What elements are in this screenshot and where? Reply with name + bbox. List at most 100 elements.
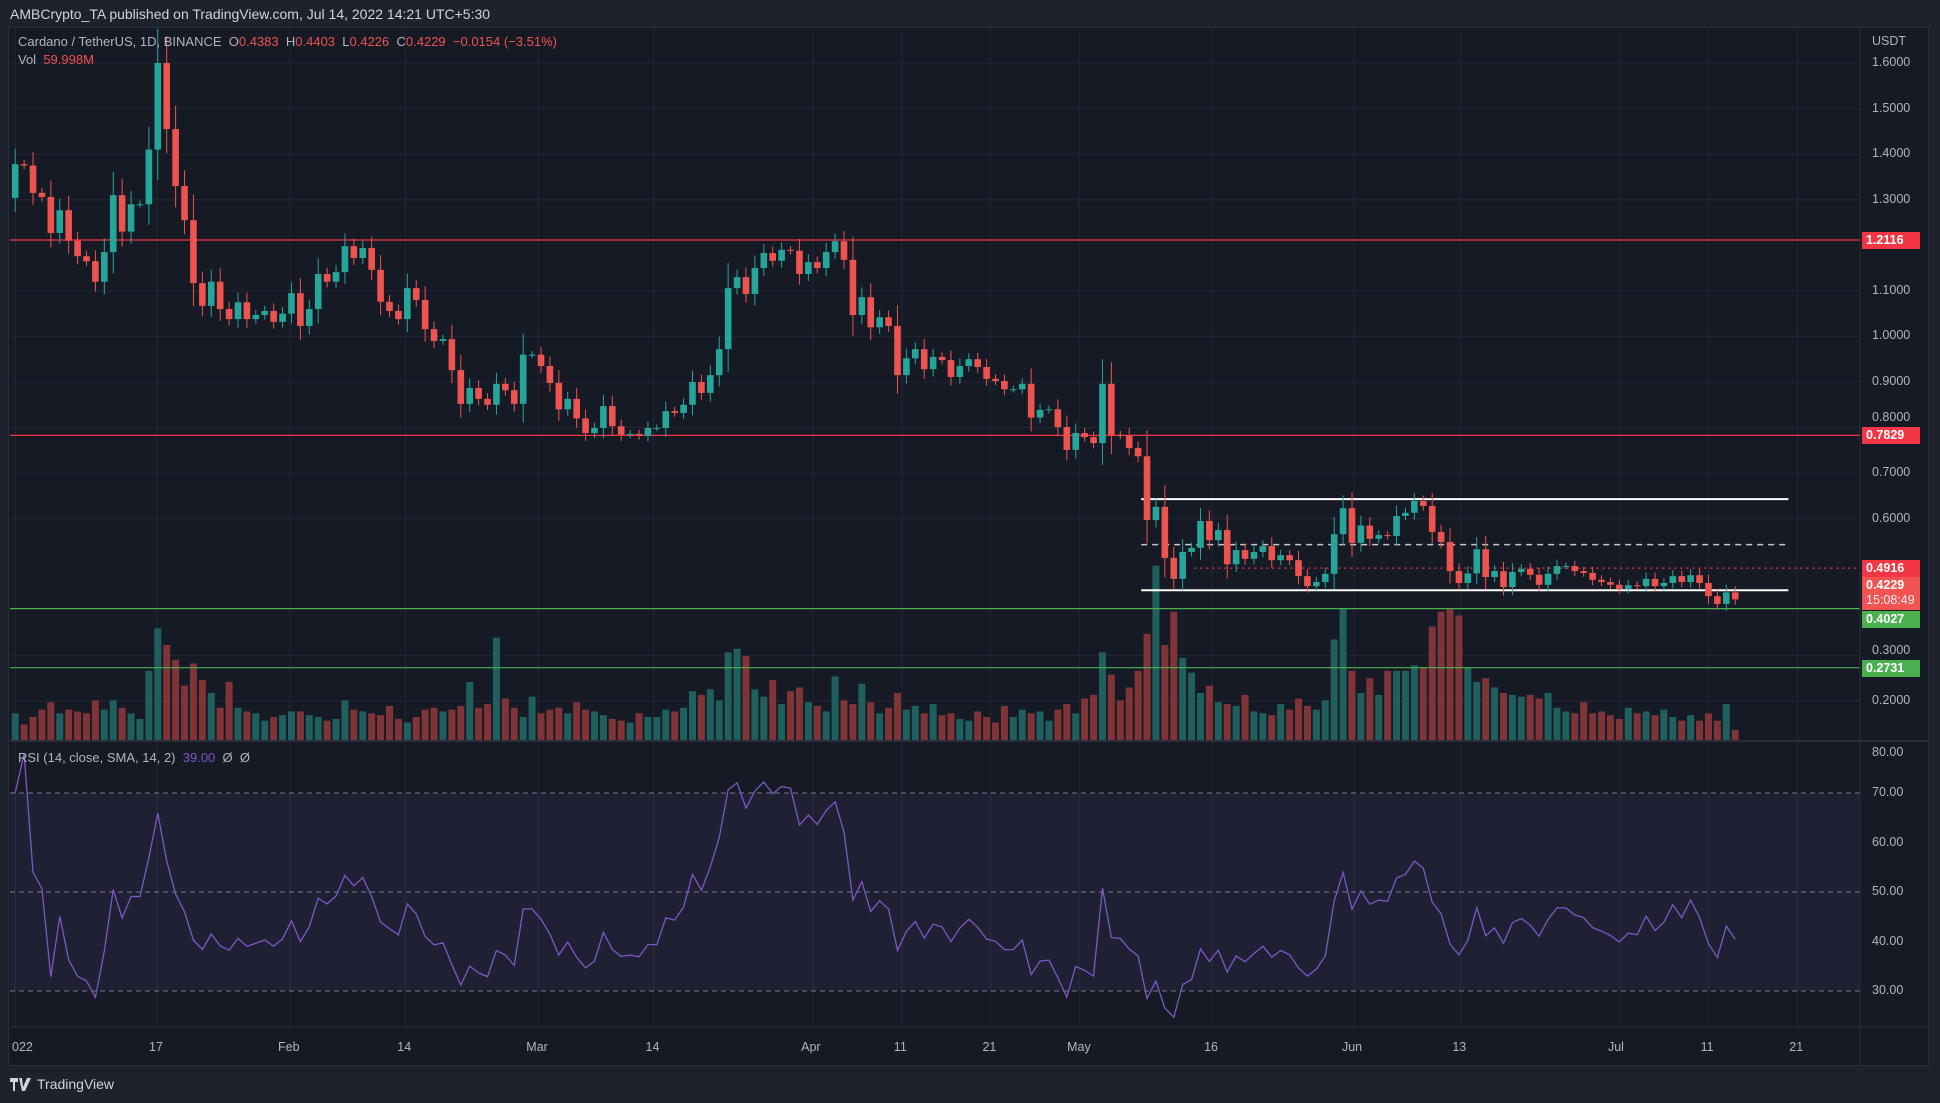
volume-bar — [279, 715, 287, 741]
volume-bar — [368, 713, 376, 741]
rsi-pane — [10, 753, 1860, 1019]
candle — [74, 231, 81, 265]
candle-body — [1419, 500, 1427, 506]
volume-bar — [216, 707, 224, 741]
price-tick-label: 0.6000 — [1872, 510, 1911, 525]
candle-body — [1045, 409, 1053, 411]
candle-body — [742, 277, 750, 295]
candle-body — [368, 248, 375, 270]
candle-body — [528, 354, 536, 356]
candle — [386, 294, 393, 318]
volume-bar — [706, 689, 714, 741]
candle — [1660, 578, 1668, 591]
candle — [528, 351, 536, 358]
candle-body — [118, 195, 126, 232]
candle — [849, 236, 857, 336]
candle-body — [653, 428, 661, 430]
volume-bar — [1731, 729, 1739, 741]
volume-bar — [305, 715, 313, 741]
candle-body — [288, 293, 295, 314]
tradingview-logo[interactable]: TradingView — [10, 1076, 114, 1092]
candle-body — [386, 301, 393, 311]
volume-bar — [1517, 696, 1525, 741]
candle-body — [234, 302, 242, 320]
candle-body — [938, 356, 946, 361]
volume-bar — [145, 670, 153, 741]
candle — [822, 242, 830, 277]
volume-bar — [394, 718, 402, 741]
rsi-tick-label: 40.00 — [1872, 933, 1904, 948]
candle — [1054, 399, 1062, 436]
rsi-tick-label: 80.00 — [1872, 745, 1904, 759]
volume-bar — [1401, 670, 1409, 741]
candle — [912, 342, 919, 365]
volume-bar — [448, 709, 456, 741]
candle-body — [1161, 506, 1169, 558]
candle-body — [270, 310, 277, 322]
volume-bar — [1669, 717, 1677, 741]
volume-bar — [1651, 715, 1659, 741]
candle-body — [1437, 531, 1445, 542]
candle — [288, 282, 295, 324]
candle — [1152, 498, 1160, 528]
candle-body — [1553, 566, 1561, 574]
candle-body — [359, 248, 367, 259]
candle — [243, 292, 251, 328]
date-tick-label: 21 — [1789, 1040, 1804, 1054]
candle — [876, 310, 883, 334]
candle — [867, 283, 875, 341]
volume-bar — [359, 711, 367, 741]
candle-body — [1714, 596, 1721, 604]
candle-body — [56, 210, 64, 233]
volume-bar — [1098, 652, 1106, 741]
date-tick-label: 13 — [1452, 1040, 1467, 1054]
candle — [974, 352, 981, 373]
candle — [1731, 586, 1739, 605]
top-bar: AMBCrypto_TA published on TradingView.co… — [0, 0, 1940, 27]
candle — [537, 347, 545, 373]
volume-bar — [822, 711, 830, 741]
candle — [760, 244, 768, 277]
candle — [992, 374, 999, 386]
candle-body — [243, 302, 251, 320]
candle-body — [101, 252, 108, 282]
candle-body — [136, 204, 144, 206]
footer — [0, 1066, 1940, 1103]
candle — [118, 178, 126, 247]
candle-body — [1125, 435, 1133, 449]
candle-body — [1081, 433, 1088, 438]
candle — [1339, 495, 1347, 546]
symbol-name[interactable]: Cardano / TetherUS, 1D, BINANCE — [18, 34, 222, 49]
candle-body — [715, 349, 723, 376]
candle — [546, 356, 554, 392]
low-value: 0.4226 — [349, 34, 390, 49]
candle-body — [83, 256, 90, 262]
candle-body — [564, 398, 572, 410]
rsi-legend[interactable]: RSI (14, close, SMA, 14, 2) 39.00 Ø Ø — [18, 750, 250, 765]
volume-bar — [760, 696, 768, 741]
volume-bar — [1348, 670, 1356, 741]
volume-bar — [1000, 705, 1008, 741]
volume-bar — [974, 711, 982, 741]
candle-body — [466, 387, 474, 404]
volume-bar — [1580, 702, 1588, 741]
brand-name: TradingView — [37, 1076, 115, 1092]
volume-bar — [1036, 711, 1044, 741]
candle-body — [127, 204, 135, 232]
volume-bar — [1589, 713, 1597, 741]
candle-body — [573, 398, 580, 419]
volume-bar — [617, 720, 625, 741]
candle-body — [760, 253, 768, 269]
volume-legend[interactable]: Vol 59.998M — [18, 52, 94, 67]
candle — [1482, 535, 1489, 590]
candle — [1624, 580, 1632, 594]
candle — [840, 230, 848, 270]
volume-bar — [662, 709, 670, 741]
volume-bar — [127, 713, 135, 741]
candle — [1295, 550, 1302, 585]
candle — [1170, 546, 1178, 589]
candle — [1081, 427, 1088, 442]
volume-bar — [181, 685, 189, 741]
volume-bar — [689, 691, 697, 741]
